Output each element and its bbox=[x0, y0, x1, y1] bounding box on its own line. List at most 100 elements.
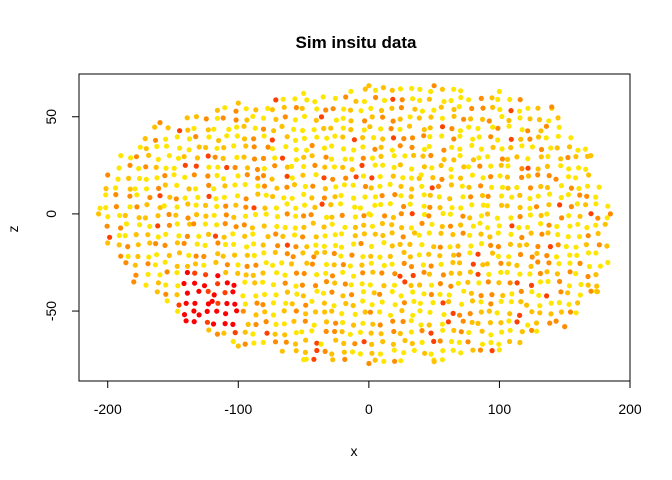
data-point bbox=[288, 261, 295, 267]
data-point bbox=[568, 185, 575, 191]
data-point bbox=[118, 225, 124, 231]
data-point bbox=[402, 153, 408, 159]
data-point bbox=[362, 194, 368, 200]
data-point bbox=[397, 86, 404, 92]
data-point bbox=[311, 127, 317, 133]
data-point bbox=[222, 221, 228, 227]
chart-title: Sim insitu data bbox=[296, 33, 417, 52]
data-point bbox=[470, 223, 476, 229]
data-point bbox=[514, 154, 520, 160]
data-point bbox=[399, 225, 405, 231]
data-point bbox=[301, 154, 307, 160]
data-point bbox=[212, 233, 219, 239]
data-point bbox=[191, 308, 197, 314]
data-point bbox=[519, 127, 525, 133]
data-point bbox=[485, 203, 491, 209]
data-point bbox=[331, 303, 337, 309]
data-point bbox=[272, 339, 279, 345]
data-point bbox=[593, 194, 599, 200]
data-point bbox=[360, 270, 366, 276]
data-point bbox=[498, 298, 504, 304]
data-point bbox=[116, 232, 122, 239]
data-point bbox=[559, 215, 565, 221]
data-point bbox=[132, 262, 138, 268]
data-point bbox=[152, 124, 158, 130]
data-point bbox=[299, 282, 305, 288]
data-point bbox=[466, 124, 472, 130]
y-tick-label: -50 bbox=[43, 301, 59, 321]
data-point bbox=[164, 298, 170, 304]
data-point bbox=[496, 347, 502, 353]
data-point bbox=[387, 181, 393, 187]
data-point bbox=[322, 186, 328, 192]
data-point bbox=[427, 125, 433, 131]
data-point bbox=[182, 174, 188, 180]
data-point bbox=[369, 302, 375, 308]
data-point bbox=[118, 253, 124, 259]
data-point bbox=[254, 166, 261, 173]
data-point bbox=[341, 349, 347, 355]
data-point bbox=[244, 172, 250, 178]
data-point bbox=[567, 223, 573, 229]
data-point bbox=[255, 175, 261, 181]
data-point bbox=[165, 125, 171, 131]
data-point bbox=[254, 300, 260, 306]
data-point bbox=[230, 231, 236, 237]
data-point bbox=[243, 106, 249, 112]
data-point bbox=[508, 231, 514, 237]
data-point bbox=[370, 269, 376, 275]
data-point bbox=[431, 244, 437, 250]
data-point bbox=[177, 128, 183, 134]
data-point bbox=[163, 282, 169, 288]
data-point bbox=[175, 308, 181, 314]
data-point bbox=[279, 348, 285, 354]
data-point bbox=[284, 242, 290, 248]
data-point bbox=[283, 144, 289, 150]
data-point bbox=[369, 350, 375, 356]
data-point bbox=[488, 339, 494, 346]
data-point bbox=[421, 127, 427, 133]
data-point bbox=[293, 270, 300, 276]
data-point bbox=[426, 96, 432, 102]
data-point bbox=[224, 300, 230, 307]
data-point bbox=[498, 320, 504, 326]
data-point bbox=[309, 261, 315, 267]
data-point bbox=[313, 172, 319, 178]
data-point bbox=[348, 127, 354, 133]
data-point bbox=[555, 242, 561, 248]
data-point bbox=[310, 183, 316, 189]
data-point bbox=[439, 115, 445, 121]
data-point bbox=[378, 144, 384, 150]
data-point bbox=[544, 269, 550, 275]
data-point bbox=[408, 264, 415, 270]
data-point bbox=[193, 253, 199, 259]
data-point bbox=[496, 88, 502, 95]
data-point bbox=[417, 308, 423, 314]
data-point bbox=[451, 157, 457, 163]
data-point bbox=[563, 243, 569, 250]
data-point bbox=[496, 341, 502, 347]
data-point bbox=[419, 183, 425, 189]
data-point bbox=[489, 184, 495, 190]
data-point bbox=[478, 95, 484, 101]
data-point bbox=[480, 202, 486, 208]
data-point bbox=[329, 308, 335, 314]
data-point bbox=[408, 225, 414, 231]
data-point bbox=[137, 222, 143, 228]
data-point bbox=[260, 173, 267, 179]
data-point bbox=[378, 331, 384, 337]
data-point bbox=[157, 272, 163, 278]
data-point bbox=[191, 319, 197, 325]
data-point bbox=[309, 153, 315, 159]
data-point bbox=[251, 252, 257, 259]
data-point bbox=[399, 97, 405, 103]
data-point bbox=[222, 290, 228, 296]
data-point bbox=[361, 339, 367, 345]
data-point bbox=[242, 329, 248, 335]
data-point bbox=[360, 254, 366, 260]
data-point bbox=[154, 175, 160, 181]
data-point bbox=[397, 241, 403, 247]
data-point bbox=[439, 357, 445, 363]
data-point bbox=[293, 105, 299, 111]
